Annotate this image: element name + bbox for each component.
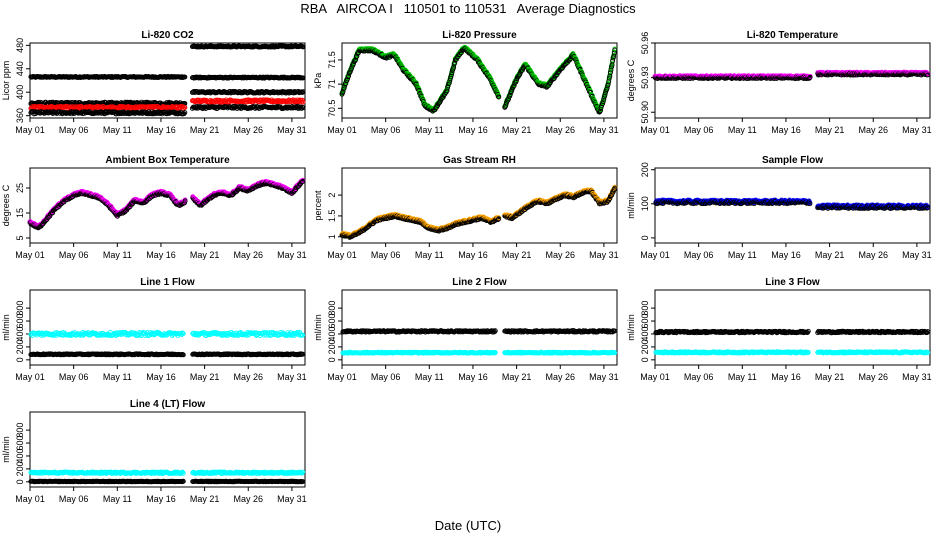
- y-tick-label: 71: [327, 79, 337, 89]
- data-point: [182, 74, 188, 80]
- y-tick-label: 360: [15, 108, 25, 123]
- x-tick-label: May 11: [728, 125, 757, 135]
- panel-title: Li-820 CO2: [141, 30, 194, 41]
- x-tick-label: May 06: [371, 125, 401, 135]
- panel-gas-stream-rh: Gas Stream RH percent May 01 May 06 May 11 Ma…: [313, 155, 619, 260]
- y-axis-label: Licor ppm: [1, 61, 11, 101]
- y-tick-label: 5: [15, 235, 25, 240]
- y-tick-label: 70.5: [327, 100, 337, 118]
- x-tick-label: May 26: [858, 125, 888, 135]
- y-tick-label: 15: [15, 208, 25, 218]
- x-tick-label: May 16: [771, 125, 801, 135]
- x-tick-label: May 31: [589, 250, 619, 260]
- plot-frame: [341, 167, 618, 244]
- x-tick-label: May 06: [371, 250, 401, 260]
- y-tick-label: 440: [15, 61, 25, 76]
- x-tick-label: May 21: [190, 125, 220, 135]
- x-tick-label: May 31: [589, 125, 619, 135]
- y-tick-label: 25: [15, 183, 25, 193]
- x-tick-label: May 01: [640, 125, 670, 135]
- y-tick-label: 2: [327, 193, 337, 198]
- y-tick-label: 71.5: [327, 51, 337, 69]
- y-tick-label: 480: [15, 38, 25, 53]
- data-point: [182, 105, 188, 110]
- y-tick-label: 50.93: [640, 66, 650, 89]
- panel-title: Li-820 Pressure: [442, 30, 517, 41]
- y-tick-label: 1: [327, 234, 337, 239]
- x-tick-label: May 26: [545, 250, 575, 260]
- x-tick-label: May 01: [327, 125, 357, 135]
- x-tick-label: May 01: [15, 125, 45, 135]
- x-tick-label: May 26: [233, 250, 263, 260]
- y-axis-label: degrees C: [1, 184, 11, 226]
- x-tick-label: May 16: [458, 125, 488, 135]
- x-tick-label: May 01: [15, 250, 45, 260]
- y-axis-label: degrees C: [626, 59, 636, 101]
- x-tick-label: May 16: [146, 250, 176, 260]
- panel-li-820-temperature: Li-820 Temperature degrees C May 01 May 06 M…: [626, 30, 932, 135]
- x-tick-label: May 31: [277, 125, 307, 135]
- panel-li-820-co2: Li-820 CO2 Licor ppm May 01 May 06 May 11 May…: [1, 30, 307, 135]
- x-tick-label: May 21: [815, 125, 845, 135]
- x-tick-label: May 11: [415, 250, 444, 260]
- x-tick-label: May 26: [233, 125, 263, 135]
- data-point: [182, 110, 188, 116]
- figure-title: RBA AIRCOA I 110501 to 110531 Average Di…: [300, 1, 636, 16]
- x-tick-label: May 11: [103, 250, 132, 260]
- x-tick-label: May 16: [146, 125, 176, 135]
- y-tick-label: 1.5: [327, 210, 337, 223]
- y-axis-label: kPa: [313, 73, 323, 89]
- x-tick-label: May 31: [902, 125, 932, 135]
- panel-li-820-pressure: Li-820 Pressure kPa May 01 May 06 May 11 May …: [313, 30, 619, 135]
- x-tick-label: May 21: [502, 125, 532, 135]
- x-tick-label: May 21: [502, 250, 532, 260]
- x-tick-label: May 01: [327, 250, 357, 260]
- x-tick-label: May 06: [59, 125, 89, 135]
- x-tick-label: May 06: [59, 250, 89, 260]
- panel-title: Gas Stream RH: [443, 155, 516, 166]
- y-tick-label: 400: [15, 85, 25, 100]
- x-tick-label: May 21: [190, 250, 220, 260]
- x-tick-label: May 11: [103, 125, 132, 135]
- panel-ambient-box-temperature: Ambient Box Temperature degrees C May 01 Ma…: [1, 155, 307, 260]
- x-tick-label: May 26: [545, 125, 575, 135]
- plot-frame: [29, 42, 306, 119]
- y-tick-label: 50.96: [640, 32, 650, 55]
- panel-title: Li-820 Temperature: [747, 30, 839, 41]
- y-tick-label: 50.90: [640, 101, 650, 124]
- x-tick-label: May 11: [415, 125, 444, 135]
- plot-frame: [29, 167, 306, 244]
- data-point: [300, 44, 306, 50]
- x-tick-label: May 31: [277, 250, 307, 260]
- x-tick-label: May 16: [458, 250, 488, 260]
- x-tick-label: May 06: [684, 125, 714, 135]
- panel-title: Ambient Box Temperature: [105, 155, 230, 166]
- y-axis-label: percent: [313, 190, 323, 221]
